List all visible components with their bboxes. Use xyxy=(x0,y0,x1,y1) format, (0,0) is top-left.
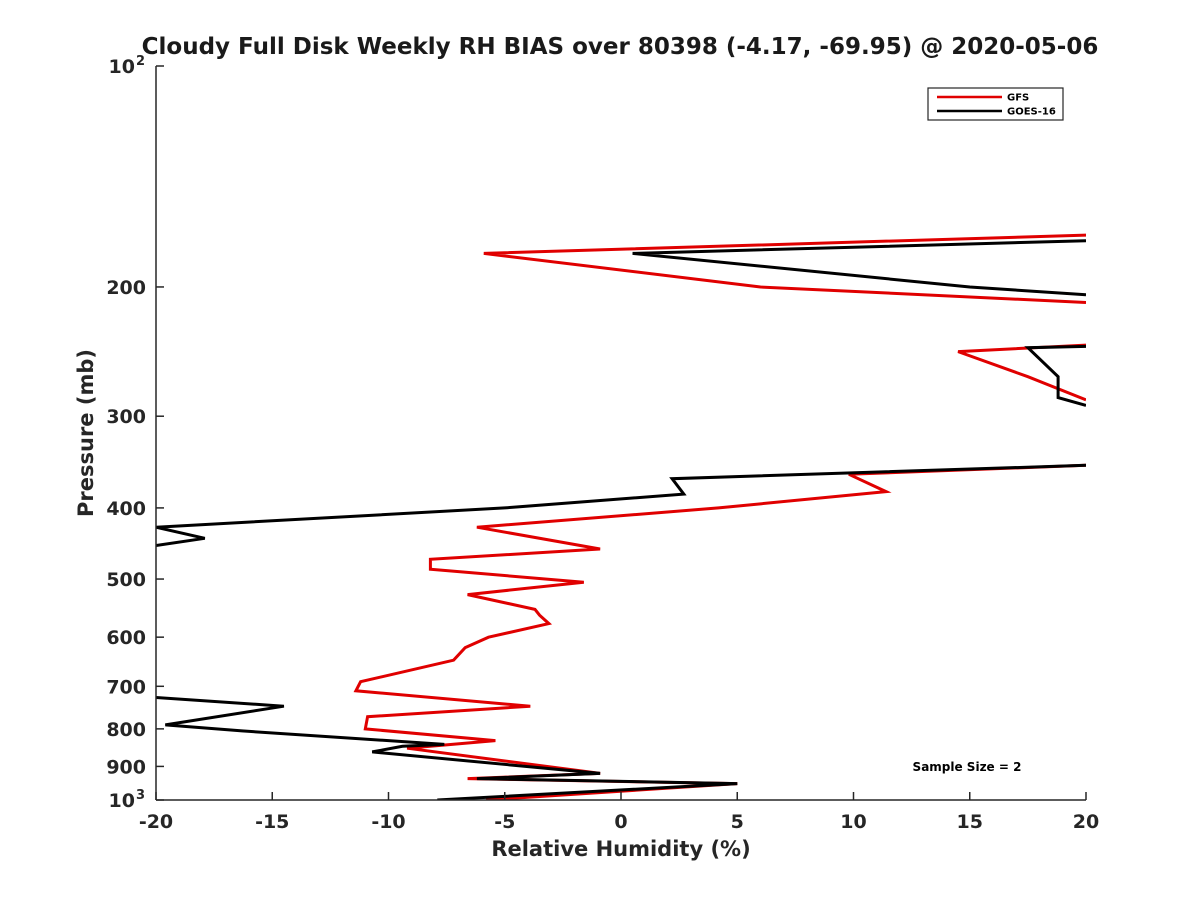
x-axis-label: Relative Humidity (%) xyxy=(491,837,750,861)
x-tick-label: 0 xyxy=(614,811,627,833)
x-tick-label: -15 xyxy=(255,811,289,833)
series-layer xyxy=(156,233,1086,800)
x-tick-label: -10 xyxy=(371,811,405,833)
y-tick-label: 300 xyxy=(106,406,146,428)
legend-box xyxy=(927,87,1064,121)
y-tick-label: 200 xyxy=(106,277,146,299)
x-tick-label: 5 xyxy=(731,811,744,833)
y-tick-label: 10 xyxy=(109,790,135,812)
legend: GFS GOES-16 xyxy=(927,87,1064,121)
x-tick-label: -5 xyxy=(494,811,515,833)
x-tick-label: 10 xyxy=(840,811,866,833)
y-axis-label: Pressure (mb) xyxy=(74,349,98,517)
legend-label-goes16: GOES-16 xyxy=(1007,107,1056,118)
y-tick-exponent: 3 xyxy=(136,788,145,803)
y-tick-label: 500 xyxy=(106,569,146,591)
x-tick-label: 20 xyxy=(1073,811,1099,833)
x-tick-label: -20 xyxy=(139,811,173,833)
plot-area xyxy=(155,66,1086,801)
y-tick-label: 700 xyxy=(106,676,146,698)
series-line-gfs xyxy=(353,233,1086,800)
y-tick-label: 10 xyxy=(109,56,135,78)
y-tick-label: 900 xyxy=(106,756,146,778)
y-tick-label: 800 xyxy=(106,719,146,741)
y-tick-label: 400 xyxy=(106,498,146,520)
y-tick-label: 600 xyxy=(106,627,146,649)
x-tick-label: 15 xyxy=(957,811,983,833)
chart-title: Cloudy Full Disk Weekly RH BIAS over 803… xyxy=(142,34,1099,60)
y-tick-exponent: 2 xyxy=(136,54,145,69)
series-line-goes16 xyxy=(156,239,1086,800)
x-ticks: -20 -15 -10 -5 0 5 10 15 20 xyxy=(139,792,1099,833)
sample-size-annotation: Sample Size = 2 xyxy=(913,760,1022,774)
legend-label-gfs: GFS xyxy=(1007,93,1029,104)
